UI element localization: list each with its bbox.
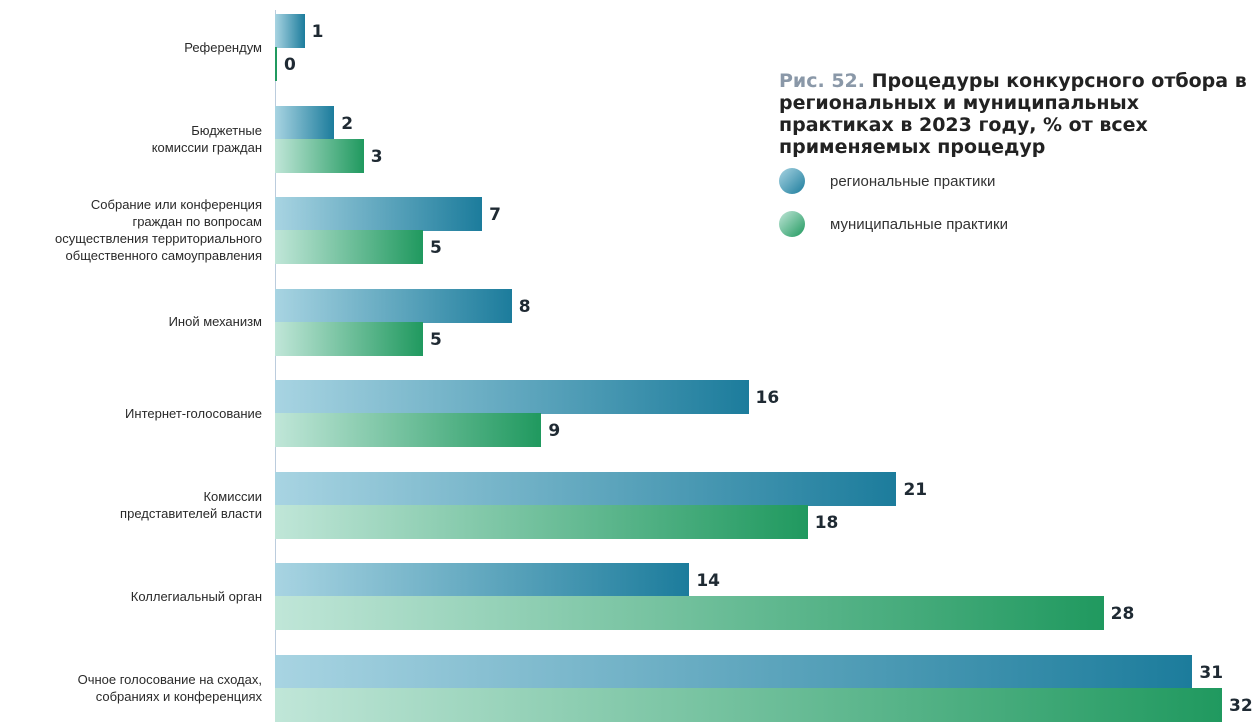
bar-regional [275,471,897,506]
legend-label-municipal: муниципальные практики [830,215,1008,233]
value-label-municipal: 0 [284,55,296,75]
category-label: Интернет-голосование [125,405,262,421]
bar-municipal [275,596,1104,630]
bar-municipal [275,504,808,539]
value-label-regional: 31 [1199,662,1224,683]
value-label-regional: 21 [903,479,928,500]
category-label: Комиссии представителей власти [120,488,262,521]
value-label-regional: 2 [341,113,354,134]
value-label-regional: 7 [489,205,501,225]
bar-regional [275,197,483,231]
bar-municipal [275,230,423,264]
value-label-regional: 16 [755,388,780,408]
value-label-regional: 8 [518,296,531,317]
axis-line [275,10,276,710]
category-label: Бюджетные комиссии граждан [151,122,262,155]
chart-title-prefix: Рис. 52. [779,70,865,92]
category-label: Референдум [184,39,262,55]
bar-municipal [275,413,542,447]
bar-regional [275,654,1193,689]
category-label: Собрание или конференция граждан по вопр… [55,197,262,263]
category-label: Иной механизм [168,314,262,329]
bar-municipal [275,321,423,356]
value-label-municipal: 18 [814,512,839,533]
bar-municipal [275,687,1222,722]
legend-item-regional: региональные практики [779,168,995,194]
bar-regional [275,288,512,323]
bar-municipal [275,47,277,81]
value-label-municipal: 5 [429,238,442,258]
bar-regional [275,563,690,597]
value-label-municipal: 5 [429,329,442,350]
category-label: Коллегиальный орган [130,588,262,604]
legend-item-municipal: муниципальные практики [779,211,1008,237]
bar-regional [275,14,305,48]
value-label-municipal: 32 [1229,695,1253,716]
value-label-regional: 1 [311,22,324,42]
chart-title: Рис. 52. Процедуры конкурсного отбора в … [779,70,1254,158]
chart-title-text: Процедуры конкурсного отбора в региональ… [779,70,1247,158]
bar-municipal [275,138,364,173]
value-label-municipal: 3 [370,146,383,167]
category-label: Очное голосование на сходах, собраниях и… [77,671,262,704]
bar-regional [275,105,335,140]
legend-label-regional: региональные практики [830,172,996,190]
value-label-municipal: 28 [1110,604,1135,624]
value-label-regional: 14 [696,571,720,591]
legend-marker-regional [779,168,805,194]
value-label-municipal: 9 [548,421,561,441]
legend-marker-municipal [779,211,805,237]
bar-regional [275,380,749,414]
